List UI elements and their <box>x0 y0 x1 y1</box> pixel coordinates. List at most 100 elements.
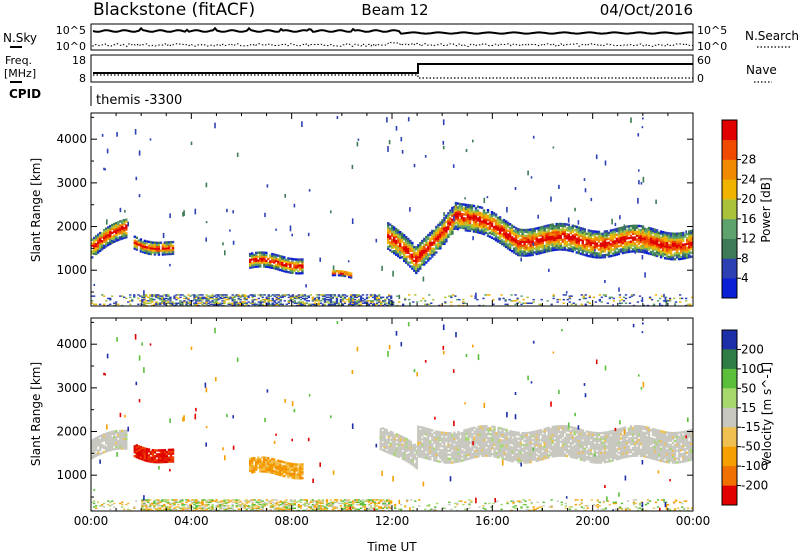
echo-cell <box>395 243 398 246</box>
echo-cell <box>93 240 96 244</box>
echo-cell <box>541 241 544 244</box>
echo-cell <box>117 435 120 439</box>
echo-cell <box>547 249 550 253</box>
echo-cell <box>381 431 384 434</box>
echo-cell <box>417 244 420 247</box>
echo-cell <box>273 261 276 264</box>
echo-cell <box>445 455 448 458</box>
echo-cell <box>639 250 643 253</box>
ground-scatter-cell <box>432 298 435 301</box>
echo-cell <box>651 243 655 247</box>
echo-cell <box>475 453 478 456</box>
echo-cell <box>645 247 649 251</box>
echo-cell <box>513 436 516 440</box>
echo-cell <box>684 249 687 252</box>
echo-cell <box>413 453 417 456</box>
echo-cell <box>383 449 386 453</box>
echo-cell <box>486 216 490 220</box>
echo-cell <box>405 249 408 253</box>
echo-cell <box>458 224 462 227</box>
echo-cell <box>653 248 657 251</box>
echo-cell <box>690 251 693 254</box>
echo-cell <box>273 464 276 467</box>
echo-cell <box>461 455 464 458</box>
ground-scatter-cell <box>378 294 381 296</box>
ground-scatter-cell <box>259 303 262 306</box>
echo-cell <box>159 461 163 464</box>
echo-cell <box>496 226 500 229</box>
ground-scatter-cell <box>347 300 351 302</box>
echo-cell <box>686 248 689 251</box>
echo-cell <box>451 437 454 441</box>
echo-cell <box>147 456 151 459</box>
echo-cell <box>399 250 402 253</box>
echo-cell <box>615 233 619 237</box>
echo-cell <box>453 433 456 436</box>
echo-cell <box>601 234 605 237</box>
echo-cell <box>387 247 390 250</box>
ground-scatter-cell <box>568 295 571 297</box>
echo-cell <box>583 249 587 253</box>
echo-cell <box>283 471 286 474</box>
sparse-echo-cell <box>642 176 645 183</box>
echo-cell <box>575 239 579 242</box>
freq-line <box>93 63 693 74</box>
echo-cell <box>476 229 480 232</box>
ground-scatter-cell <box>213 302 216 304</box>
echo-cell <box>457 452 460 455</box>
echo-cell <box>453 208 456 211</box>
echo-cell <box>527 252 530 255</box>
echo-cell <box>547 243 550 247</box>
ground-scatter-cell <box>243 295 246 297</box>
echo-cell <box>617 245 621 248</box>
echo-cell <box>137 239 141 242</box>
echo-cell <box>423 253 426 256</box>
echo-cell <box>641 227 645 230</box>
echo-cell <box>99 243 102 247</box>
ground-scatter-cell <box>384 302 387 304</box>
echo-cell <box>279 467 282 471</box>
echo-cell <box>489 433 492 436</box>
echo-cell <box>519 250 522 253</box>
echo-cell <box>425 249 428 252</box>
echo-cell <box>465 432 468 436</box>
echo-cell <box>283 260 286 263</box>
echo-cell <box>535 252 538 256</box>
echo-cell <box>561 230 565 234</box>
sparse-echo-cell <box>349 301 352 305</box>
ground-scatter-cell <box>355 294 359 296</box>
echo-cell <box>271 467 274 471</box>
ground-scatter-cell <box>580 294 583 296</box>
ground-scatter-cell <box>679 294 682 296</box>
ground-scatter-cell <box>221 294 224 296</box>
echo-cell <box>267 461 270 464</box>
echo-cell <box>125 441 128 444</box>
echo-cell <box>641 247 645 250</box>
echo-cell <box>419 449 422 452</box>
echo-cell <box>682 257 685 260</box>
ground-scatter-cell <box>281 303 284 306</box>
echo-cell <box>381 448 384 452</box>
ground-scatter-cell <box>365 300 369 302</box>
echo-cell <box>125 431 128 435</box>
echo-cell <box>637 224 641 228</box>
echo-cell <box>611 242 615 245</box>
echo-cell <box>474 216 478 220</box>
echo-cell <box>591 251 595 255</box>
echo-cell <box>463 445 466 448</box>
echo-cell <box>341 272 345 275</box>
ground-scatter-cell <box>578 298 581 301</box>
ground-scatter-cell <box>664 304 668 306</box>
echo-cell <box>113 236 116 239</box>
echo-cell <box>507 457 510 460</box>
echo-cell <box>385 450 388 453</box>
ground-scatter-cell <box>291 296 295 299</box>
echo-cell <box>523 238 526 242</box>
echo-cell <box>403 448 406 452</box>
echo-cell <box>455 447 458 450</box>
echo-cell <box>389 237 392 240</box>
echo-cell <box>485 436 488 440</box>
echo-cell <box>563 223 567 226</box>
echo-cell <box>427 249 430 252</box>
echo-cell <box>517 246 520 249</box>
